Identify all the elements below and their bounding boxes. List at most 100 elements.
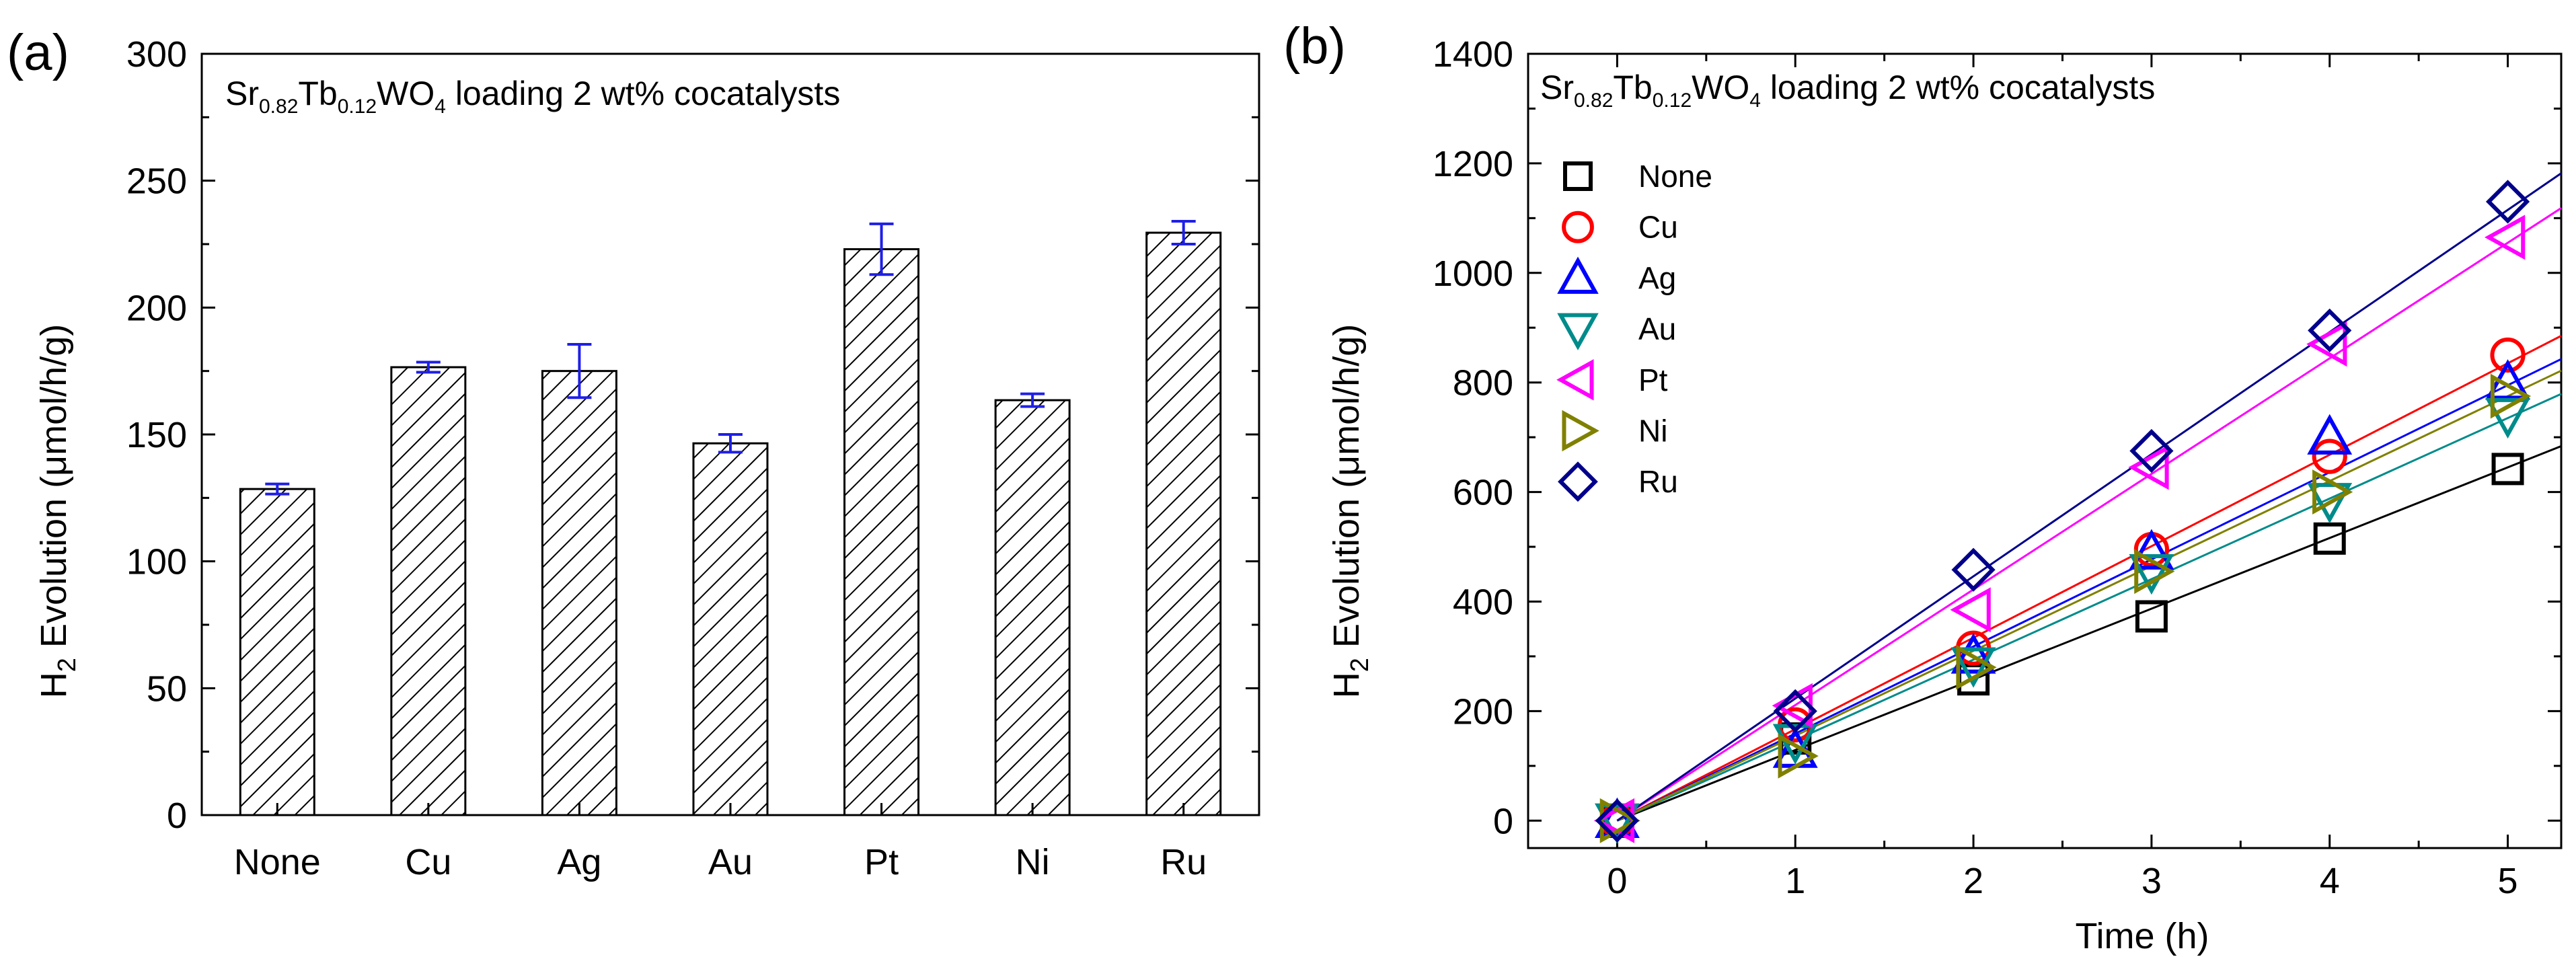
bar-ag [541,370,617,816]
x-tick-label: 0 [1607,861,1627,901]
fit-line-cu [1616,335,2562,822]
y-tick-label: 150 [126,415,187,455]
y-tick-label: 50 [147,668,187,709]
point-au [1594,803,1640,844]
bar-ru [1145,231,1222,816]
point-ru [2308,308,2352,352]
y-tick-label: 200 [126,288,187,328]
error-bar-cu [416,360,441,374]
point-ru [2485,180,2530,224]
point-ag [2129,529,2174,570]
point-au [2485,397,2531,439]
x-tick-label: Pt [864,842,899,882]
x-tick-label: 4 [2320,861,2340,901]
point-ru [1595,798,1640,843]
panel-b-label: (b) [1283,17,1346,75]
series-ru [1595,180,2530,843]
y-tick-label: 1400 [1433,34,1513,75]
y-tick-label: 400 [1453,582,1513,622]
panel-a-label: (a) [7,24,69,81]
fit-line-au [1616,393,2562,822]
error-bar-ni [1020,392,1045,408]
legend-label-pt: Pt [1638,362,1668,397]
legend-label-au: Au [1638,311,1676,346]
legend-item-ag: Ag [1557,256,1676,295]
fit-line-pt [1616,207,2562,822]
point-ni [1956,644,1997,690]
panel-a-plot: 0 50 100 150 200 250 300 None Cu Ag Au Pt Ni Ru [126,34,1260,882]
series-ag [1594,359,2531,838]
error-bar-pt [869,222,894,276]
point-none [2135,600,2168,633]
point-cu [2312,438,2347,474]
point-ag [1950,633,1996,674]
point-pt [2306,321,2347,367]
legend-item-ru: Ru [1558,461,1678,502]
b-ylabel-rest: Evolution (μmol/h/g) [1326,324,1367,658]
bar-ni [994,399,1071,816]
point-none [2491,453,2524,486]
panel-b-title: Sr0.82Tb0.12WO4 loading 2 wt% cocatalyst… [1540,69,2155,112]
panel-b-legend: None Cu Ag Au Pt Ni Ru [1556,159,1712,502]
panel-b-x-axis-title: Time (h) [2076,916,2209,956]
legend-item-ni: Ni [1562,410,1667,452]
point-ru [1951,547,1996,592]
a-ylabel-rest: Evolution (μmol/h/g) [34,324,74,658]
point-pt [1950,587,1991,633]
panel-a-y-axis-title: H2 Evolution (μmol/h/g) [34,324,81,698]
point-ni [1599,798,1640,843]
y-tick-label: 100 [126,542,187,582]
point-pt [2128,445,2169,490]
bar-none [239,488,315,816]
point-cu [2490,337,2526,373]
y-tick-label: 250 [126,161,187,202]
a-ylabel-base: H [34,672,74,698]
y-tick-label: 1200 [1433,144,1513,184]
y-tick-label: 0 [167,796,187,836]
bar-cu [390,366,467,816]
point-ni [2490,373,2532,419]
bar-au [692,442,769,816]
x-tick-label: Cu [405,842,451,882]
svg-text:H2 Evolution (μmol/h/g): H2 Evolution (μmol/h/g) [34,324,81,698]
legend-item-pt: Pt [1556,359,1668,401]
error-bar-none [265,482,290,496]
panel-a: (a) H2 Evolution (μmol/h/g) 0 50 100 150 200… [7,24,1260,882]
point-ni [2312,469,2353,515]
fit-line-none [1616,445,2562,822]
legend-label-ag: Ag [1638,260,1676,295]
point-au [1950,647,1996,688]
legend-item-au: Au [1557,311,1676,350]
x-tick-label: None [234,842,321,882]
point-au [1772,724,1818,765]
panel-b: (b) H2 Evolution (μmol/h/g) Time (h) 020… [1283,17,2563,956]
point-au [2129,554,2174,595]
bar-pt [843,248,920,816]
point-au [2307,483,2353,524]
legend-item-none: None [1563,159,1712,194]
x-tick-label: 5 [2498,861,2518,901]
legend-marker-pt [1556,359,1594,401]
series-ni [1599,373,2532,843]
legend-marker-au [1557,313,1599,350]
x-tick-label: Ag [557,842,601,882]
point-ru [2129,428,2174,473]
point-ni [1778,733,1819,779]
point-none [2313,522,2346,555]
point-pt [2485,215,2526,260]
a-ylabel-sub: 2 [53,658,81,672]
x-tick-label: 3 [2142,861,2162,901]
x-tick-label: 1 [1785,861,1805,901]
error-bar-ag [567,343,592,399]
legend-marker-ni [1562,410,1599,452]
error-bar-ru [1171,220,1196,245]
point-ni [2134,549,2175,595]
legend-marker-ru [1558,461,1598,502]
fit-line-ag [1616,358,2562,822]
error-bar-au [718,433,743,454]
legend-label-ru: Ru [1638,464,1678,499]
point-ru [1773,689,1817,733]
series-au [1594,397,2531,844]
point-ag [2307,414,2353,455]
x-tick-label: 2 [1963,861,1983,901]
